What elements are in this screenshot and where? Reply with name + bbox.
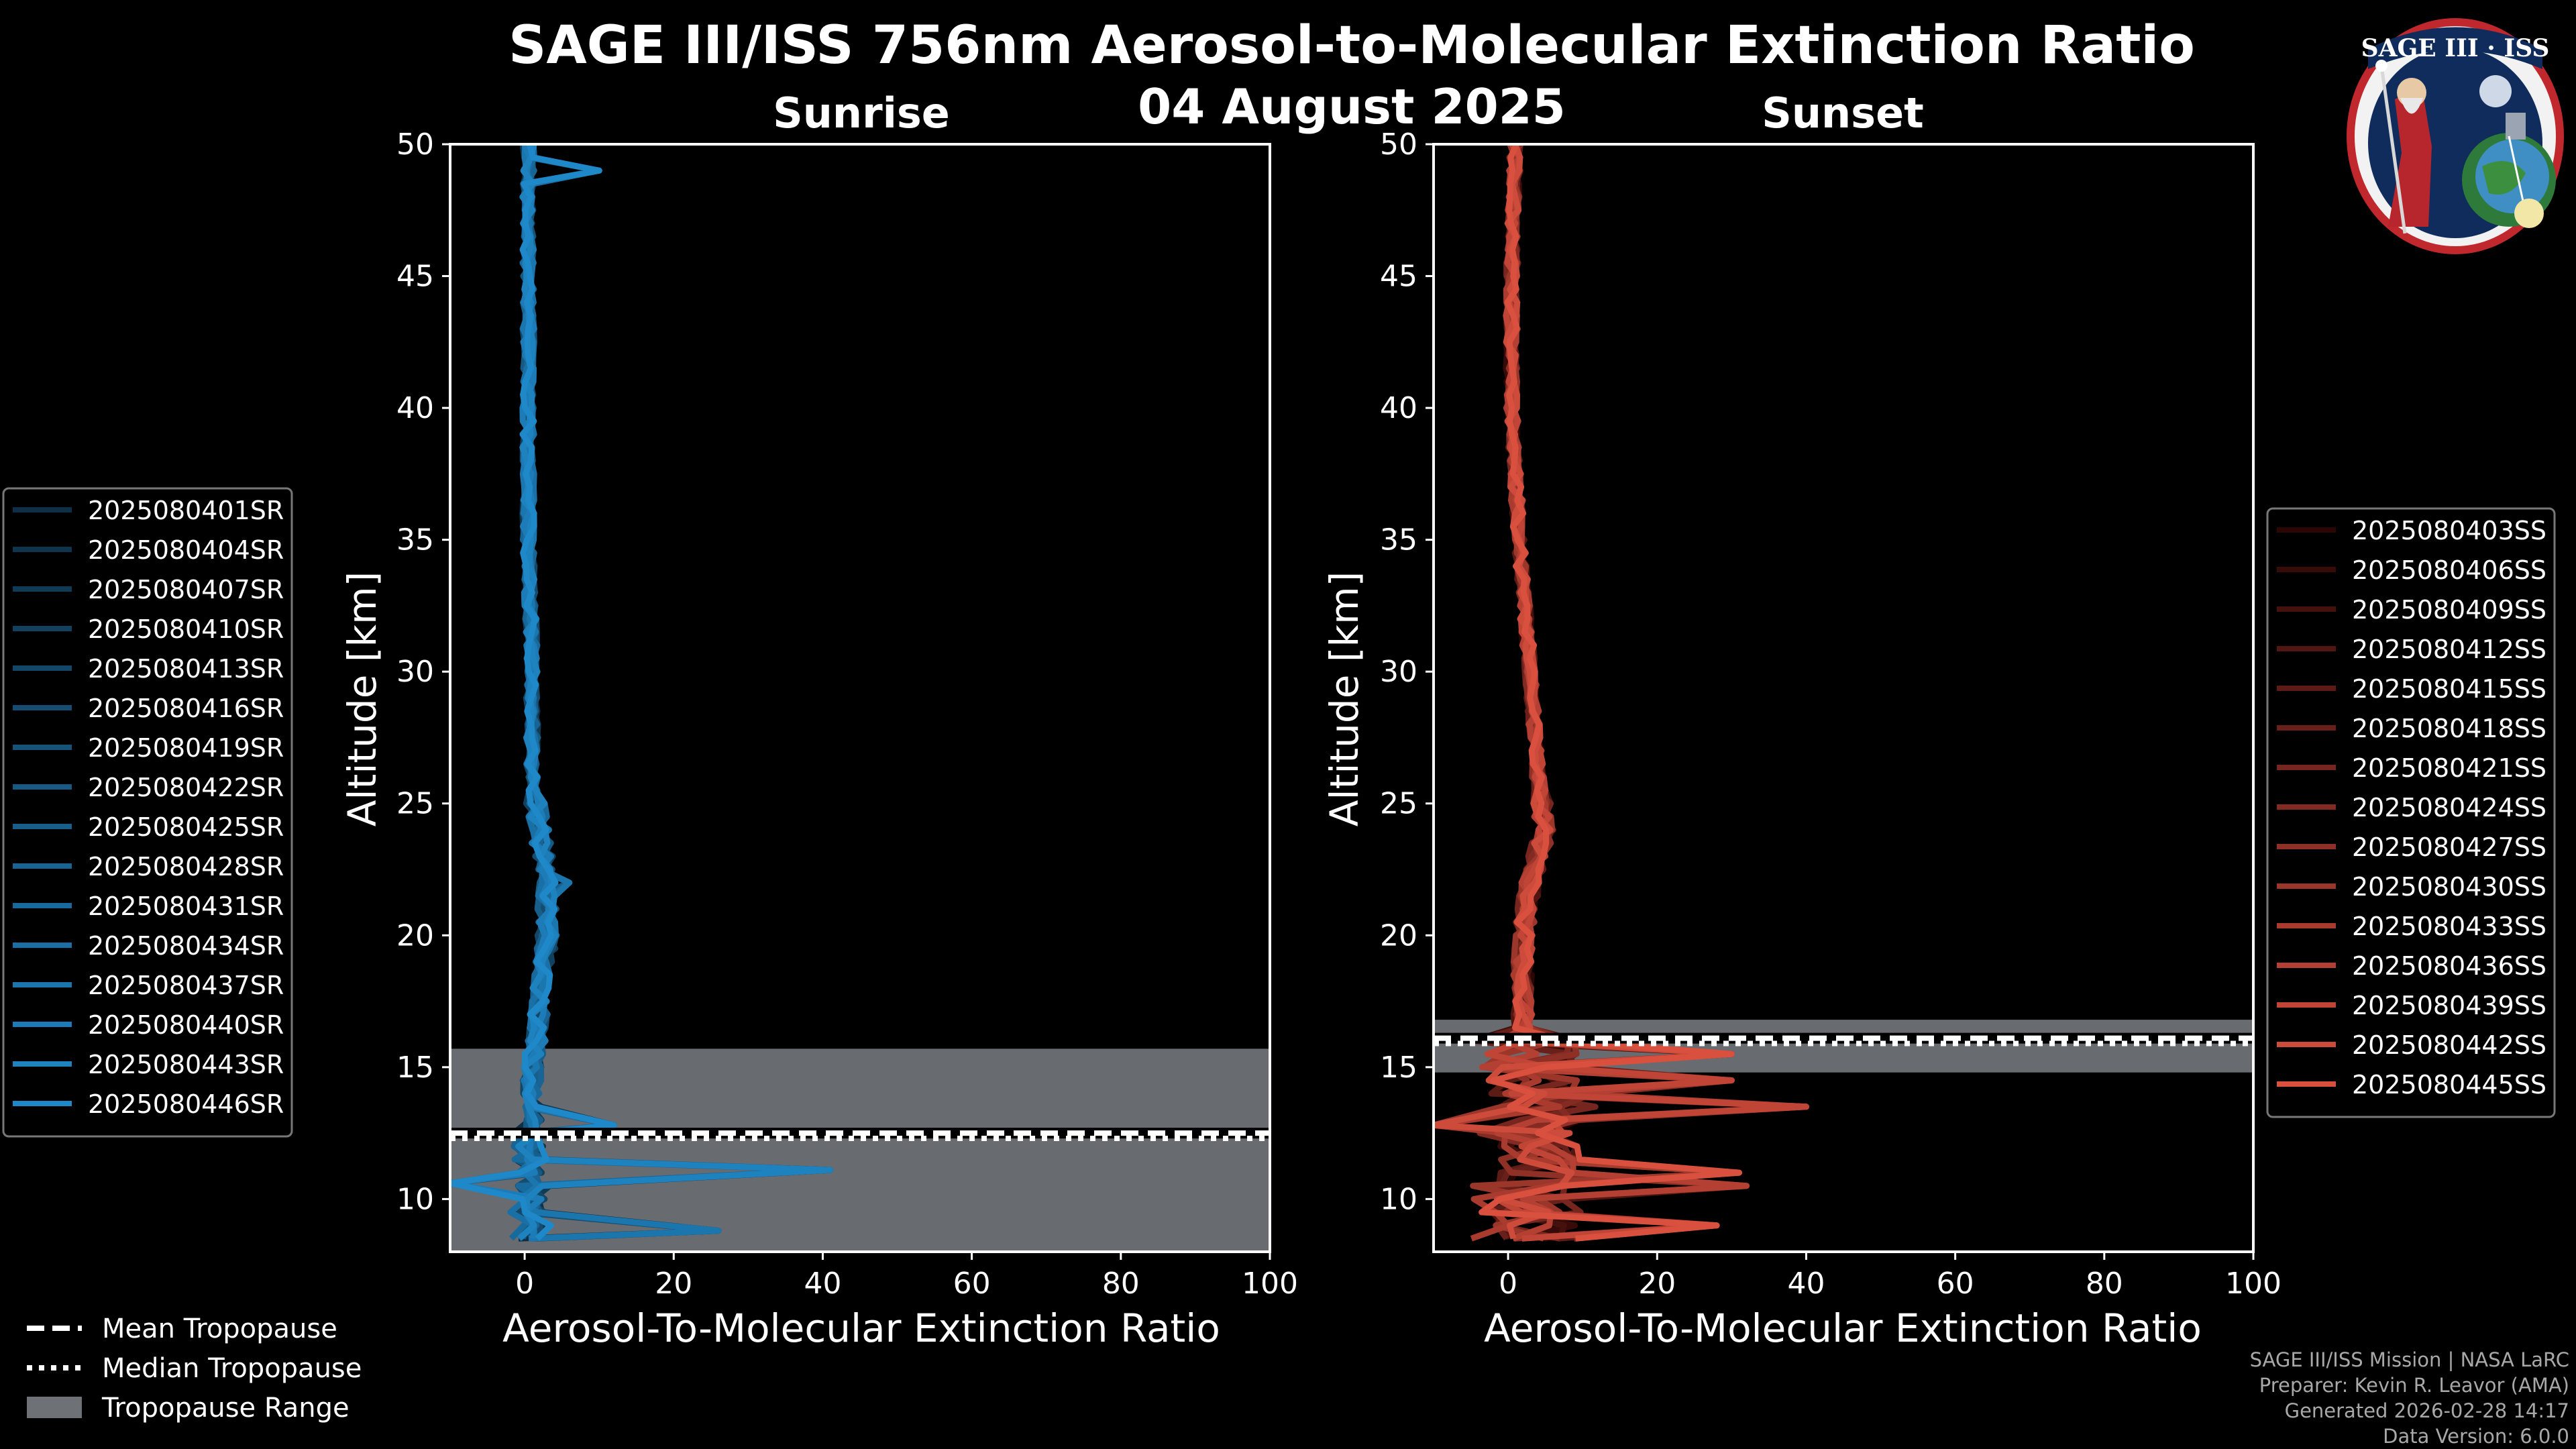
sunrise-legend-label: 2025080416SR <box>88 694 284 723</box>
sunset-y-tick-label: 15 <box>1380 1051 1417 1085</box>
sunset-profile-line <box>1484 144 1809 1242</box>
sunrise-y-tick-label: 20 <box>396 918 434 953</box>
sunset-legend-label: 2025080412SS <box>2352 635 2546 664</box>
sunrise-axes-frame <box>449 143 1271 1253</box>
sunrise-x-tick-label: 60 <box>953 1267 991 1301</box>
sunrise-y-tick-label: 35 <box>396 523 434 557</box>
sunset-legend-label: 2025080403SS <box>2352 516 2546 545</box>
sunrise-y-axis-label: Altitude [km] <box>339 572 385 826</box>
sunset-legend-box <box>2266 507 2556 1118</box>
sunrise-legend: 2025080401SR 2025080404SR 2025080407SR 2025… <box>2 487 293 1138</box>
sunset-x-tick-label: 100 <box>2225 1267 2282 1301</box>
sunset-y-tick-label: 10 <box>1380 1182 1417 1216</box>
sunset-y-tick-label: 30 <box>1380 655 1417 689</box>
footer-preparer: Preparer: Kevin R. Leavor (AMA) <box>2259 1374 2569 1397</box>
sunrise-legend-label: 2025080419SR <box>88 733 284 763</box>
sunset-y-axis-label: Altitude [km] <box>1322 572 1367 826</box>
sunset-legend-label: 2025080433SS <box>2352 912 2546 941</box>
sunset-x-tick-label: 0 <box>1499 1267 1517 1301</box>
sunrise-legend-label: 2025080431SR <box>88 892 284 921</box>
footer-mission: SAGE III/ISS Mission | NASA LaRC <box>2249 1348 2569 1371</box>
sunrise-legend-label: 2025080443SR <box>88 1050 284 1079</box>
sunrise-legend-label: 2025080404SR <box>88 535 284 565</box>
sunrise-legend-label: 2025080410SR <box>88 614 284 644</box>
tropopause-legend-label: Mean Tropopause <box>102 1313 337 1344</box>
sunrise-legend-label: 2025080428SR <box>88 852 284 881</box>
sunrise-legend-label: 2025080437SR <box>88 971 284 1000</box>
sunset-legend-label: 2025080421SS <box>2352 753 2546 783</box>
sunset-x-tick-label: 60 <box>1937 1267 1974 1301</box>
sunset-y-tick-label: 35 <box>1380 523 1417 557</box>
sunrise-profile-line <box>450 144 617 1241</box>
footer-credits: SAGE III/ISS Mission | NASA LaRC Prepare… <box>2250 1347 2569 1449</box>
sunset-legend-label: 2025080436SS <box>2352 951 2546 981</box>
sunset-legend-label: 2025080409SS <box>2352 595 2546 625</box>
sunrise-tropopause-range <box>450 1049 1270 1252</box>
sunrise-y-tick-label: 10 <box>396 1182 434 1216</box>
sunset-legend-label: 2025080442SS <box>2352 1030 2546 1060</box>
sunset-y-tick-label: 25 <box>1380 787 1417 821</box>
sunset-y-tick-label: 50 <box>1380 127 1417 162</box>
chart-date: 04 August 2025 <box>1138 78 1566 135</box>
sunset-legend-label: 2025080439SS <box>2352 991 2546 1020</box>
sunrise-legend-label: 2025080401SR <box>88 496 284 525</box>
sunrise-legend-label: 2025080413SR <box>88 654 284 684</box>
chart-title: SAGE III/ISS 756nm Aerosol-to-Molecular … <box>508 15 2195 76</box>
sunrise-legend-label: 2025080440SR <box>88 1010 284 1040</box>
logo-wordmark: SAGE III · ISS <box>2361 34 2550 62</box>
sunset-y-tick-label: 45 <box>1380 260 1417 294</box>
sunrise-x-tick-label: 20 <box>655 1267 692 1301</box>
sunrise-panel: Sunrise Aerosol-To-Molecular Extinction … <box>339 89 1298 1351</box>
sunrise-x-tick-label: 80 <box>1102 1267 1140 1301</box>
sunset-profile-line <box>1479 144 1742 1242</box>
sunrise-legend-box <box>2 487 293 1138</box>
sunrise-y-tick-label: 45 <box>396 260 434 294</box>
sunrise-y-tick-label: 30 <box>396 655 434 689</box>
sunset-legend-label: 2025080445SS <box>2352 1070 2546 1099</box>
sunset-y-tick-label: 40 <box>1380 391 1417 425</box>
sage-iii-iss-logo: SAGE III · ISS <box>2347 18 2564 254</box>
tropopause-legend: Mean Tropopause Median Tropopause Tropopau… <box>27 1313 362 1424</box>
sunrise-legend-label: 2025080434SR <box>88 931 284 961</box>
sunrise-y-tick-label: 25 <box>396 787 434 821</box>
sunrise-legend-label: 2025080446SR <box>88 1089 284 1119</box>
sunset-x-tick-label: 20 <box>1638 1267 1676 1301</box>
tropopause-legend-label: Tropopause Range <box>101 1393 350 1424</box>
sunset-legend-label: 2025080430SS <box>2352 872 2546 902</box>
sunset-legend-label: 2025080427SS <box>2352 833 2546 862</box>
sunrise-profiles <box>450 144 834 1242</box>
sunrise-x-tick-label: 0 <box>515 1267 534 1301</box>
sunrise-x-tick-label: 100 <box>1242 1267 1298 1301</box>
tropopause-legend-label: Median Tropopause <box>102 1353 362 1384</box>
sunset-x-axis-label: Aerosol-To-Molecular Extinction Ratio <box>1484 1305 2202 1351</box>
sunset-x-tick-label: 80 <box>2086 1267 2123 1301</box>
sunset-legend: 2025080403SS 2025080406SS 2025080409SS 2025… <box>2266 507 2556 1118</box>
sunrise-y-tick-label: 15 <box>396 1051 434 1085</box>
sunset-legend-label: 2025080424SS <box>2352 793 2546 822</box>
sunset-x-tick-label: 40 <box>1787 1267 1825 1301</box>
sunset-y-tick-label: 20 <box>1380 918 1417 953</box>
sunset-legend-label: 2025080406SS <box>2352 555 2546 585</box>
sunrise-y-tick-label: 50 <box>396 127 434 162</box>
sunrise-x-tick-label: 40 <box>804 1267 841 1301</box>
sunrise-y-tick-label: 40 <box>396 391 434 425</box>
sunset-legend-label: 2025080418SS <box>2352 714 2546 743</box>
sunrise-legend-label: 2025080425SR <box>88 812 284 842</box>
sunset-profiles <box>1434 144 1809 1242</box>
footer-generated: Generated 2026-02-28 14:17 <box>2284 1399 2569 1422</box>
sunset-legend-label: 2025080415SS <box>2352 674 2546 704</box>
sunset-panel: Sunset Aerosol-To-Molecular Extinction R… <box>1322 89 2282 1351</box>
sunrise-x-axis-label: Aerosol-To-Molecular Extinction Ratio <box>502 1305 1220 1351</box>
sunset-panel-title: Sunset <box>1762 89 1924 138</box>
sunrise-legend-label: 2025080407SR <box>88 575 284 604</box>
sunrise-panel-title: Sunrise <box>773 89 950 138</box>
footer-version: Data Version: 6.0.0 <box>2383 1425 2569 1448</box>
sunrise-legend-label: 2025080422SR <box>88 773 284 802</box>
tropopause-range-swatch <box>27 1397 82 1418</box>
sunset-axes-frame <box>1432 143 2255 1253</box>
